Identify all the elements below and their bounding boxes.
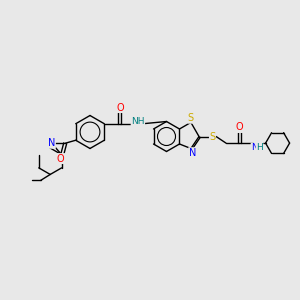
Text: H: H xyxy=(256,143,263,152)
Text: O: O xyxy=(116,103,124,112)
Text: S: S xyxy=(188,113,194,123)
Text: N: N xyxy=(48,138,56,148)
Text: N: N xyxy=(251,143,258,152)
Text: O: O xyxy=(236,122,243,133)
Text: NH: NH xyxy=(131,117,145,126)
Text: N: N xyxy=(189,148,196,158)
Text: O: O xyxy=(57,154,64,164)
Text: S: S xyxy=(209,131,216,142)
